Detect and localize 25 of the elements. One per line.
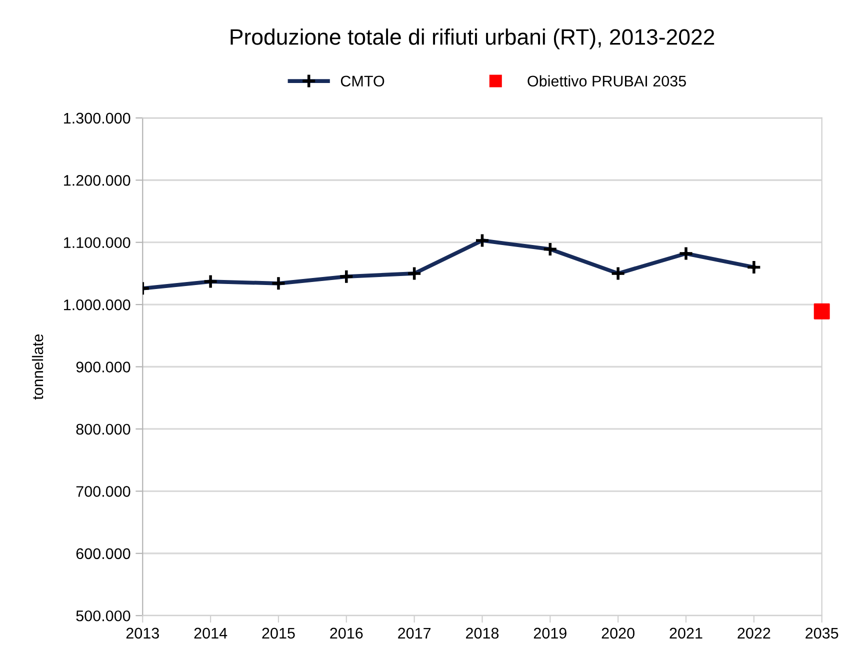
y-tick-label: 500.000 xyxy=(76,610,130,622)
y-tick-label: 800.000 xyxy=(76,424,130,435)
chart-title: Produzione totale di rifiuti urbani (RT), 2013-2022 xyxy=(230,28,714,50)
y-tick-label: 1.300.000 xyxy=(64,112,130,124)
x-tick-label: 2014 xyxy=(194,628,228,639)
legend-label: CMTO xyxy=(340,76,384,87)
y-axis-title: tonnellate xyxy=(32,334,44,400)
y-tick-label: 700.000 xyxy=(76,486,130,497)
x-tick-label: 2016 xyxy=(330,628,363,639)
y-tick-label: 1.200.000 xyxy=(64,175,130,186)
point xyxy=(814,303,830,320)
y-tick-label: 600.000 xyxy=(76,548,130,560)
x-tick-label: 2015 xyxy=(262,628,295,639)
y-tick-label: 1.100.000 xyxy=(64,237,130,248)
x-tick-label: 2013 xyxy=(126,628,159,639)
x-tick-label: 2021 xyxy=(670,628,702,639)
x-tick-label: 2022 xyxy=(738,628,770,639)
x-tick-label: 2035 xyxy=(806,628,838,639)
x-tick-label: 2020 xyxy=(602,628,634,639)
x-tick-label: 2017 xyxy=(398,628,431,639)
x-tick-label: 2018 xyxy=(466,628,499,639)
legend-label: Obiettivo PRUBAI 2035 xyxy=(528,75,686,87)
y-tick-label: 1.000.000 xyxy=(64,299,130,310)
x-tick-label: 2019 xyxy=(534,628,566,639)
y-tick-label: 900.000 xyxy=(76,362,130,372)
